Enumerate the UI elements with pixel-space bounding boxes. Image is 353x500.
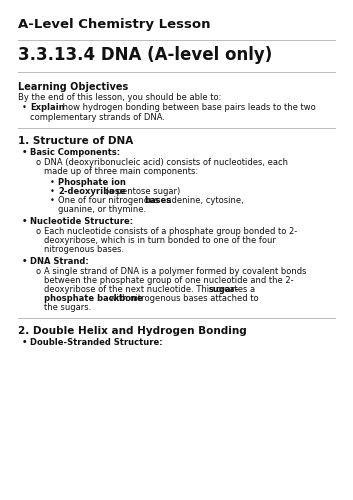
Text: between the phosphate group of one nucleotide and the 2-: between the phosphate group of one nucle… — [44, 276, 294, 285]
Text: o: o — [36, 267, 41, 276]
Text: •: • — [50, 187, 55, 196]
Text: A single strand of DNA is a polymer formed by covalent bonds: A single strand of DNA is a polymer form… — [44, 267, 306, 276]
Text: 3.3.13.4 DNA (A-level only): 3.3.13.4 DNA (A-level only) — [18, 46, 272, 64]
Text: sugar-: sugar- — [209, 285, 239, 294]
Text: how hydrogen bonding between base pairs leads to the two: how hydrogen bonding between base pairs … — [60, 103, 316, 112]
Text: One of four nitrogenous: One of four nitrogenous — [58, 196, 161, 205]
Text: complementary strands of DNA.: complementary strands of DNA. — [30, 113, 165, 122]
Text: the sugars.: the sugars. — [44, 303, 91, 312]
Text: deoxyribose of the next nucleotide. This creates a: deoxyribose of the next nucleotide. This… — [44, 285, 258, 294]
Text: Double-Stranded Structure:: Double-Stranded Structure: — [30, 338, 163, 347]
Text: DNA (deoxyribonucleic acid) consists of nucleotides, each: DNA (deoxyribonucleic acid) consists of … — [44, 158, 288, 167]
Text: Phosphate ion: Phosphate ion — [58, 178, 126, 187]
Text: •: • — [22, 103, 27, 112]
Text: •: • — [22, 148, 28, 157]
Text: phosphate backbone: phosphate backbone — [44, 294, 143, 303]
Text: •: • — [50, 196, 55, 205]
Text: deoxyribose, which is in turn bonded to one of the four: deoxyribose, which is in turn bonded to … — [44, 236, 276, 245]
Text: 2-deoxyribose: 2-deoxyribose — [58, 187, 126, 196]
Text: Explain: Explain — [30, 103, 65, 112]
Text: •: • — [50, 178, 55, 187]
Text: bases: bases — [144, 196, 171, 205]
Text: Learning Objectives: Learning Objectives — [18, 82, 128, 92]
Text: 2. Double Helix and Hydrogen Bonding: 2. Double Helix and Hydrogen Bonding — [18, 326, 247, 336]
Text: with nitrogenous bases attached to: with nitrogenous bases attached to — [107, 294, 259, 303]
Text: made up of three main components:: made up of three main components: — [44, 167, 198, 176]
Text: : adenine, cytosine,: : adenine, cytosine, — [161, 196, 244, 205]
Text: •: • — [22, 217, 28, 226]
Text: 1. Structure of DNA: 1. Structure of DNA — [18, 136, 133, 146]
Text: •: • — [22, 257, 28, 266]
Text: Nucleotide Structure:: Nucleotide Structure: — [30, 217, 133, 226]
Text: A-Level Chemistry Lesson: A-Level Chemistry Lesson — [18, 18, 210, 31]
Text: •: • — [22, 338, 28, 347]
Text: Basic Components:: Basic Components: — [30, 148, 120, 157]
Text: o: o — [36, 158, 41, 167]
Text: guanine, or thymine.: guanine, or thymine. — [58, 205, 146, 214]
Text: By the end of this lesson, you should be able to:: By the end of this lesson, you should be… — [18, 93, 221, 102]
Text: (a pentose sugar): (a pentose sugar) — [103, 187, 180, 196]
Text: Each nucleotide consists of a phosphate group bonded to 2-: Each nucleotide consists of a phosphate … — [44, 227, 297, 236]
Text: nitrogenous bases.: nitrogenous bases. — [44, 245, 124, 254]
Text: DNA Strand:: DNA Strand: — [30, 257, 89, 266]
Text: o: o — [36, 227, 41, 236]
